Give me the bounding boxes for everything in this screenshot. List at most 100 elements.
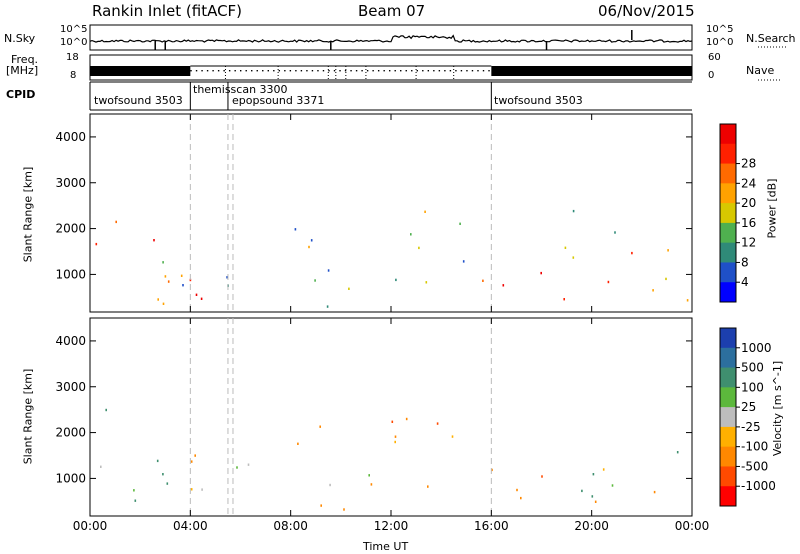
freq-dot (400, 70, 402, 72)
echo-cell (368, 474, 370, 477)
colorbar-segment (720, 466, 736, 487)
echo-cell (676, 451, 679, 454)
colorbar-tick-label: -100 (741, 440, 768, 454)
echo-cell (182, 284, 184, 287)
freq-dot (433, 70, 435, 72)
y-tick-label: 1000 (55, 267, 86, 281)
freq-dot (206, 70, 209, 72)
echo-cell (329, 483, 331, 487)
echo-cell (581, 489, 583, 493)
echo-cell (105, 408, 107, 412)
colorbar-tick-label: -25 (741, 420, 761, 434)
freq-left-tick-top: 18 (66, 52, 79, 63)
cpid-program-label: themisscan 3300 (193, 83, 288, 96)
noise-sky-label: N.Sky (4, 32, 36, 45)
freq-dot (444, 70, 446, 72)
cpid-program-label: twofsound 3503 (494, 94, 583, 107)
echo-cell (572, 256, 575, 259)
echo-cell (157, 298, 159, 301)
echo-cell (190, 460, 193, 463)
echo-cell (319, 425, 321, 428)
noise-right-tick-top: 10^5 (706, 24, 734, 35)
colorbar-segment (720, 282, 736, 303)
echo-cell (167, 280, 170, 283)
freq-dot (383, 70, 385, 72)
echo-cell (563, 298, 565, 301)
x-tick-label: 00:00 (675, 519, 710, 533)
cpid-program-label: epopsound 3371 (232, 94, 325, 107)
echo-cell (156, 459, 159, 463)
freq-dot (201, 70, 203, 72)
freq-dot (228, 70, 231, 72)
freq-dot (245, 70, 247, 72)
colorbar-tick-label: 500 (741, 361, 764, 375)
freq-dot (311, 70, 314, 72)
echo-cell (226, 276, 228, 279)
echo-cell (520, 496, 522, 500)
x-tick-label: 16:00 (474, 519, 509, 533)
echo-cell (297, 442, 299, 445)
freq-dot (394, 70, 396, 72)
freq-dot (267, 70, 269, 72)
noise-right-tick-bottom: 10^0 (706, 37, 734, 48)
echo-cell (451, 435, 454, 438)
noise-left-tick-bottom: 10^0 (60, 37, 88, 48)
echo-cell (572, 209, 575, 213)
echo-cell (436, 422, 439, 425)
freq-dot (212, 70, 214, 72)
y-tick-label: 4000 (55, 130, 86, 144)
echo-cell (592, 473, 595, 476)
cpid-program-label: twofsound 3503 (94, 94, 183, 107)
colorbar-segment (720, 486, 736, 507)
freq-dot (460, 70, 463, 72)
freq-label-line2: [MHz] (6, 64, 39, 77)
colorbar-segment (720, 222, 736, 244)
echo-cell (190, 488, 193, 491)
echo-cell (162, 261, 164, 264)
echo-cell (327, 269, 330, 272)
velocity-panel-frame (89, 317, 693, 517)
echo-cell (564, 246, 567, 249)
colorbar-tick-label: -500 (741, 459, 768, 473)
freq-dot (422, 70, 424, 72)
noise-left-tick-top: 10^5 (60, 24, 88, 35)
echo-cell (491, 468, 493, 472)
freq-dot (471, 70, 474, 72)
freq-dot (466, 70, 468, 72)
echo-cell (314, 279, 316, 282)
colorbar-tick-label: 20 (741, 196, 756, 210)
freq-dot (477, 70, 479, 72)
echo-cell (153, 239, 155, 242)
freq-dot (388, 70, 391, 72)
colorbar-segment (720, 183, 736, 204)
freq-dot (322, 70, 325, 72)
freq-left-tick-bottom: 8 (70, 70, 77, 81)
freq-band (90, 66, 191, 76)
echo-cell (653, 490, 656, 494)
colorbar-segment (720, 143, 736, 165)
freq-dot (295, 70, 297, 72)
echo-cell (410, 233, 412, 236)
noise-search-label: N.Search (746, 32, 796, 45)
echo-cell (459, 222, 461, 225)
freq-dot (411, 70, 413, 72)
echo-cell (308, 245, 310, 249)
echo-cell (631, 251, 633, 255)
echo-cell (607, 280, 610, 284)
echo-cell (201, 488, 203, 491)
nave-right-tick-bottom: 0 (708, 70, 715, 81)
noise-panel-frame (89, 24, 693, 51)
colorbar-tick-label: 100 (741, 380, 764, 394)
echo-cell (686, 299, 689, 302)
freq-dot (405, 70, 407, 72)
x-tick-label: 12:00 (374, 519, 409, 533)
echo-cell (166, 482, 169, 485)
echo-cell (394, 435, 397, 438)
echo-cell (162, 302, 165, 305)
date-title: 06/Nov/2015 (598, 2, 695, 20)
colorbar-segment (720, 347, 736, 369)
echo-cell (133, 489, 135, 492)
echo-cell (405, 417, 408, 421)
echo-cell (320, 504, 322, 507)
